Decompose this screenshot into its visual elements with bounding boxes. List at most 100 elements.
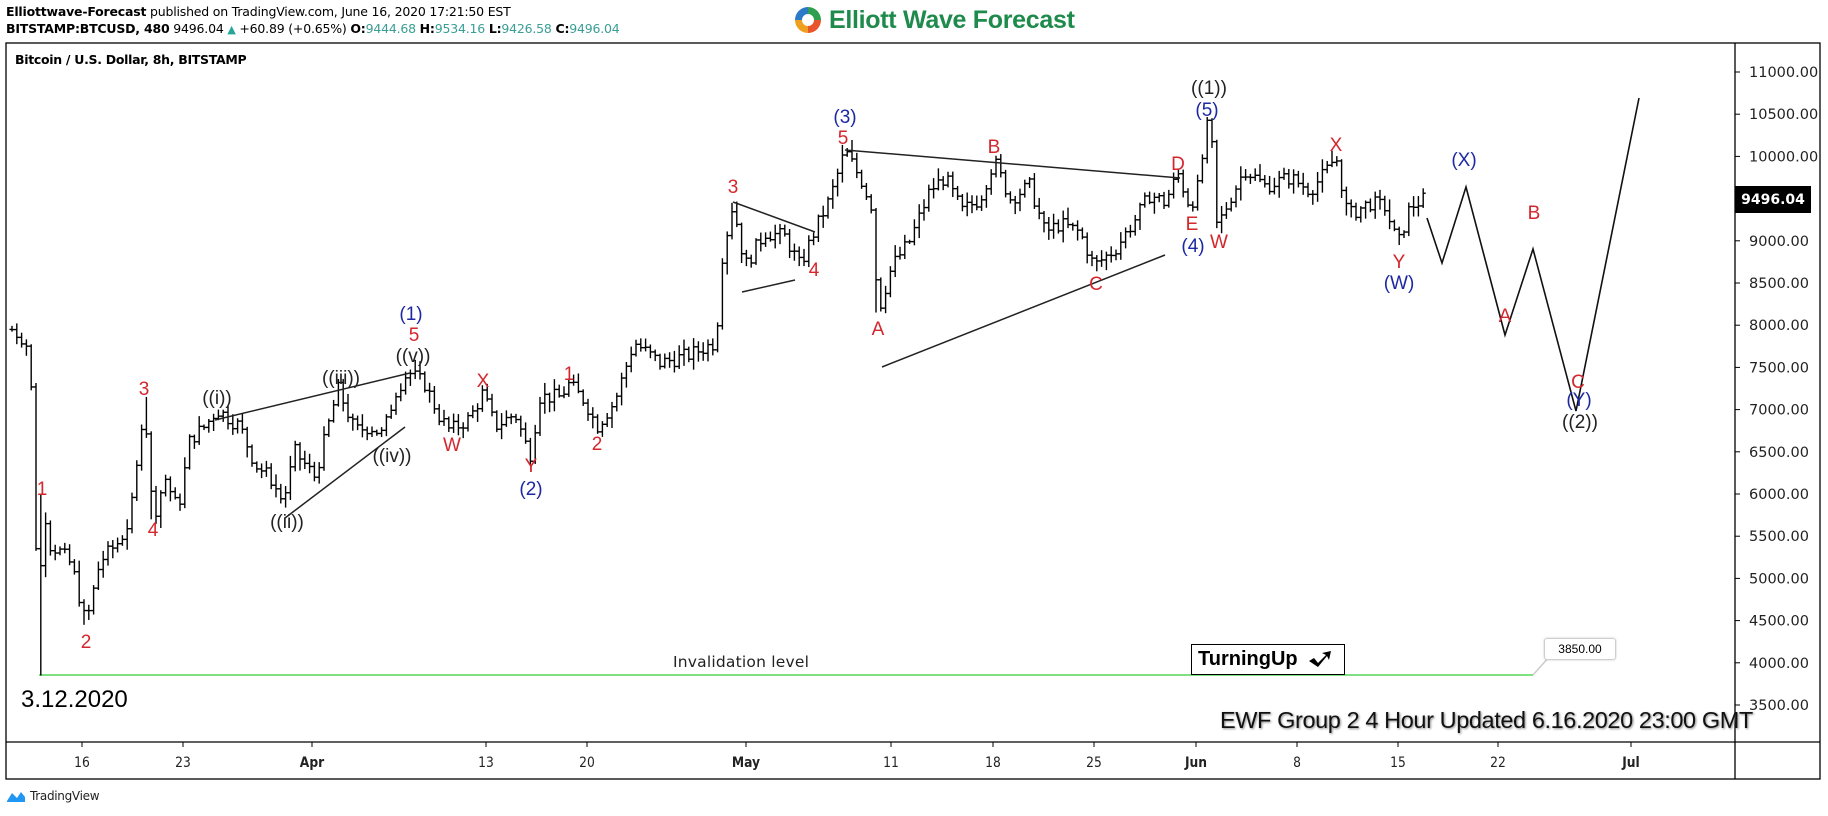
- x-tick-label: 18: [985, 755, 1001, 771]
- wave-label: 1: [37, 479, 48, 500]
- close-label: C:: [555, 21, 570, 36]
- wave-label: B: [988, 137, 1001, 158]
- ewf-swirl-logo-icon: [795, 7, 821, 33]
- wave-label: X: [1330, 135, 1343, 156]
- y-tick-label: 7500.00: [1749, 360, 1809, 376]
- brand-logo: Elliott Wave Forecast: [793, 4, 1075, 36]
- wave-label: (1): [399, 304, 422, 325]
- wave-label: (2): [519, 479, 542, 500]
- up-triangle-icon: ▲: [227, 23, 236, 36]
- wave-label: 4: [809, 260, 820, 281]
- wave-label: Y: [525, 456, 538, 477]
- wave-label: ((1)): [1191, 78, 1227, 99]
- wave-label: ((ii)): [270, 512, 304, 533]
- wave-label: B: [1528, 203, 1541, 224]
- wave-label: D: [1171, 154, 1185, 175]
- wave-label: 3: [139, 379, 150, 400]
- wave-label: 5: [409, 325, 420, 346]
- x-tick-label: 13: [478, 755, 494, 771]
- wave-label: E: [1186, 214, 1199, 235]
- close-value: 9496.04: [569, 21, 620, 36]
- y-tick-label: 10000.00: [1749, 149, 1818, 165]
- high-label: H:: [419, 21, 435, 36]
- trendline-triangle-small-lower: [741, 279, 796, 293]
- wave-label: C: [1571, 372, 1585, 393]
- update-caption: EWF Group 2 4 Hour Updated 6.16.2020 23:…: [1220, 707, 1753, 733]
- low-value: 9426.58: [501, 21, 552, 36]
- turning-up-badge: TurningUp: [1191, 644, 1345, 675]
- x-tick-label: 20: [579, 755, 595, 771]
- tradingview-footer[interactable]: TradingView: [6, 789, 100, 803]
- y-tick-label: 5000.00: [1749, 571, 1809, 587]
- trendline-diagonal-lower: [284, 426, 406, 519]
- trendline-diagonal-upper: [214, 372, 411, 421]
- trendline-triangle-large-upper: [844, 149, 1181, 179]
- wave-label: (Y): [1566, 390, 1591, 411]
- projection-path: [1426, 97, 1640, 412]
- wave-label: W: [443, 435, 461, 456]
- open-value: 9444.68: [365, 21, 416, 36]
- y-tick-label: 11000.00: [1749, 65, 1818, 81]
- price-change: +60.89 (+0.65%): [239, 21, 347, 36]
- y-tick-label: 4500.00: [1749, 614, 1809, 630]
- wave-label: 3: [728, 177, 739, 198]
- last-price: 9496.04: [173, 21, 224, 36]
- x-tick-label: Jul: [1621, 755, 1639, 771]
- y-tick-label: 6500.00: [1749, 445, 1809, 461]
- open-label: O:: [350, 21, 366, 36]
- wave-label: X: [477, 371, 490, 392]
- wave-label: ((2)): [1562, 412, 1598, 433]
- y-tick-label: 9000.00: [1749, 234, 1809, 250]
- wave-label: 4: [148, 520, 159, 541]
- wave-label: A: [1499, 306, 1512, 327]
- x-tick-label: 16: [74, 755, 90, 771]
- symbol: BITSTAMP:BTCUSD, 480: [6, 21, 170, 36]
- brand-name: Elliott Wave Forecast: [829, 5, 1075, 34]
- start-date-label: 3.12.2020: [21, 686, 128, 713]
- y-tick-label: 8000.00: [1749, 318, 1809, 334]
- y-tick-label: 10500.00: [1749, 107, 1818, 123]
- x-tick-label: 23: [175, 755, 191, 771]
- invalidation-label: Invalidation level: [673, 653, 810, 671]
- low-label: L:: [488, 21, 502, 36]
- high-value: 9534.16: [434, 21, 486, 36]
- wave-label: 5: [838, 128, 849, 149]
- turning-up-label: TurningUp: [1198, 648, 1298, 670]
- published-text: published on TradingView.com, June 16, 2…: [146, 4, 511, 19]
- x-tick-label: 15: [1390, 755, 1406, 771]
- wave-label: (5): [1195, 100, 1218, 121]
- tradingview-logo-icon: [7, 792, 25, 802]
- y-tick-label: 7000.00: [1749, 403, 1809, 419]
- trendline-triangle-small-upper: [732, 201, 816, 233]
- invalidation-value-label: 3850.00: [1544, 638, 1616, 660]
- y-tick-label: 8500.00: [1749, 276, 1809, 292]
- chart-frame: [5, 42, 1821, 780]
- x-tick-label: Apr: [300, 755, 325, 771]
- current-price-label: 9496.04: [1735, 186, 1811, 213]
- x-tick-label: 11: [883, 755, 899, 771]
- publish-info: Elliottwave-Forecast published on Tradin…: [6, 4, 511, 19]
- wave-label: A: [872, 319, 885, 340]
- x-tick-label: 25: [1086, 755, 1102, 771]
- wave-label: C: [1089, 274, 1103, 295]
- publisher-name: Elliottwave-Forecast: [6, 4, 147, 19]
- wave-label: 2: [81, 632, 92, 653]
- wave-label: (X): [1451, 150, 1476, 171]
- y-tick-label: 3500.00: [1749, 698, 1809, 714]
- wave-label: (4): [1181, 236, 1204, 257]
- wave-label: (3): [833, 107, 856, 128]
- wave-label: ((iv)): [372, 446, 411, 467]
- y-tick-label: 6000.00: [1749, 487, 1809, 503]
- wave-label: ((i)): [202, 388, 232, 409]
- x-tick-label: 22: [1490, 755, 1506, 771]
- wave-label: Y: [1393, 252, 1406, 273]
- symbol-info: BITSTAMP:BTCUSD, 480 9496.04 ▲ +60.89 (+…: [6, 21, 620, 36]
- tradingview-label: TradingView: [30, 789, 100, 803]
- x-tick-label: May: [732, 755, 761, 771]
- wave-label: ((v)): [396, 346, 431, 367]
- wave-label: W: [1210, 232, 1228, 253]
- y-tick-label: 4000.00: [1749, 656, 1809, 672]
- wave-label: (W): [1384, 273, 1415, 294]
- wave-label: 1: [564, 364, 575, 385]
